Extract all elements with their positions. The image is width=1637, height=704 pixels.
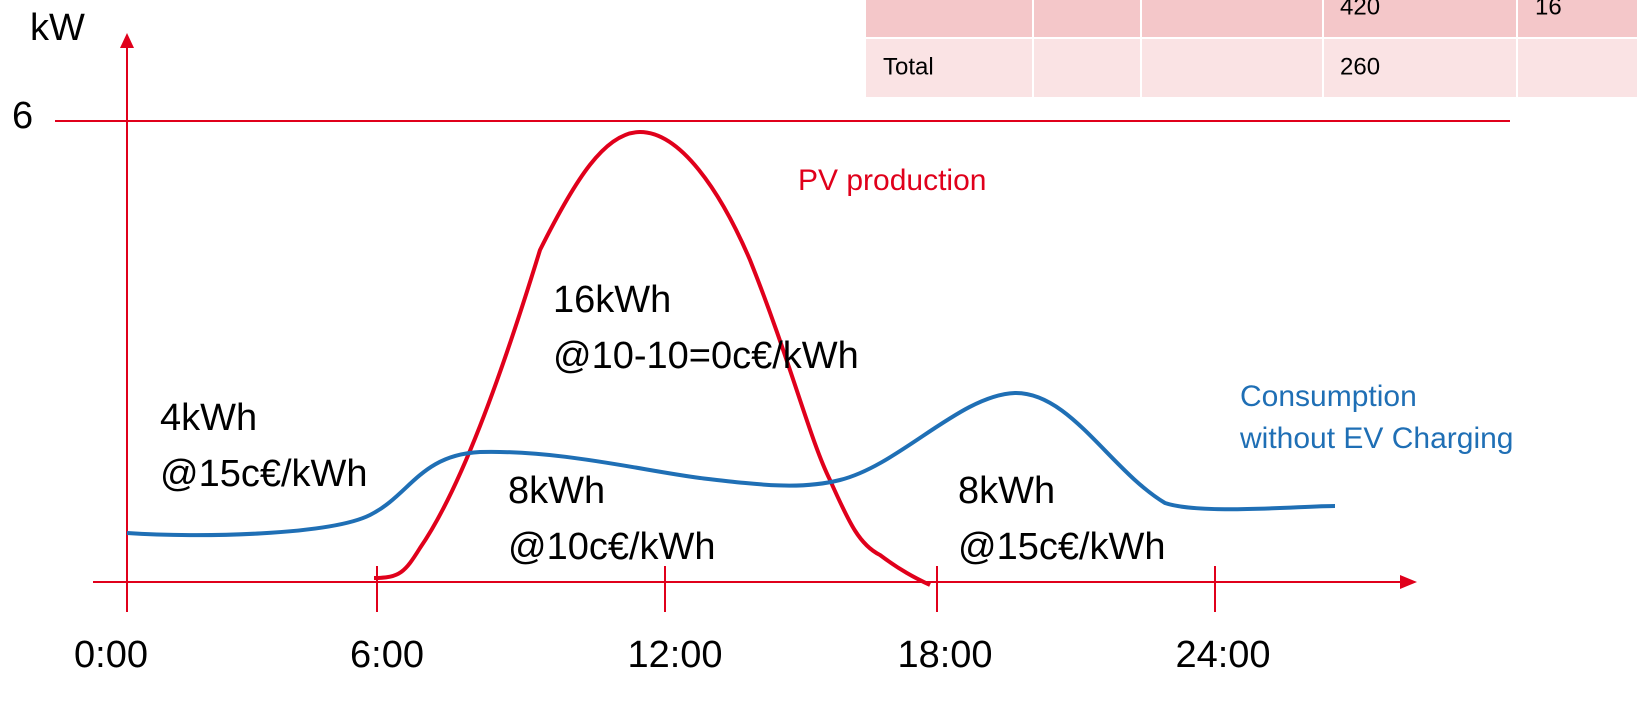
curve-label: PV production bbox=[798, 164, 986, 197]
table-cell: 260 bbox=[1340, 53, 1380, 80]
x-tick-label: 18:00 bbox=[897, 634, 992, 676]
annotation: @15c€/kWh bbox=[958, 526, 1166, 568]
x-tick-label: 0:00 bbox=[74, 634, 148, 676]
axes bbox=[55, 45, 1510, 612]
x-tick-label: 24:00 bbox=[1175, 634, 1270, 676]
table-cell: 420 bbox=[1340, 0, 1380, 20]
table-row bbox=[866, 38, 1637, 97]
x-tick-label: 6:00 bbox=[350, 634, 424, 676]
x-tick-label: 12:00 bbox=[627, 634, 722, 676]
y-axis-label: kW bbox=[30, 7, 85, 49]
pv-curve bbox=[373, 129, 931, 587]
table-cell: Total bbox=[883, 53, 934, 80]
y-tick-label: 6 bbox=[12, 95, 33, 137]
annotation: @10c€/kWh bbox=[508, 526, 716, 568]
curve-label: without EV Charging bbox=[1239, 422, 1514, 455]
arrow bbox=[1400, 575, 1417, 589]
annotation: 8kWh bbox=[958, 470, 1055, 512]
consumption-curve bbox=[126, 390, 1336, 538]
annotation: 4kWh bbox=[160, 397, 257, 439]
table-row bbox=[866, 0, 1637, 38]
annotation: 8kWh bbox=[508, 470, 605, 512]
annotation: @15c€/kWh bbox=[160, 453, 368, 495]
table: 420 16 Total 260 bbox=[866, 0, 1637, 97]
annotation: 16kWh bbox=[553, 279, 671, 321]
table-cell: 16 bbox=[1535, 0, 1562, 20]
annotation: @10-10=0c€/kWh bbox=[553, 335, 859, 377]
curve-label: Consumption bbox=[1240, 380, 1417, 413]
arrow bbox=[120, 33, 134, 48]
